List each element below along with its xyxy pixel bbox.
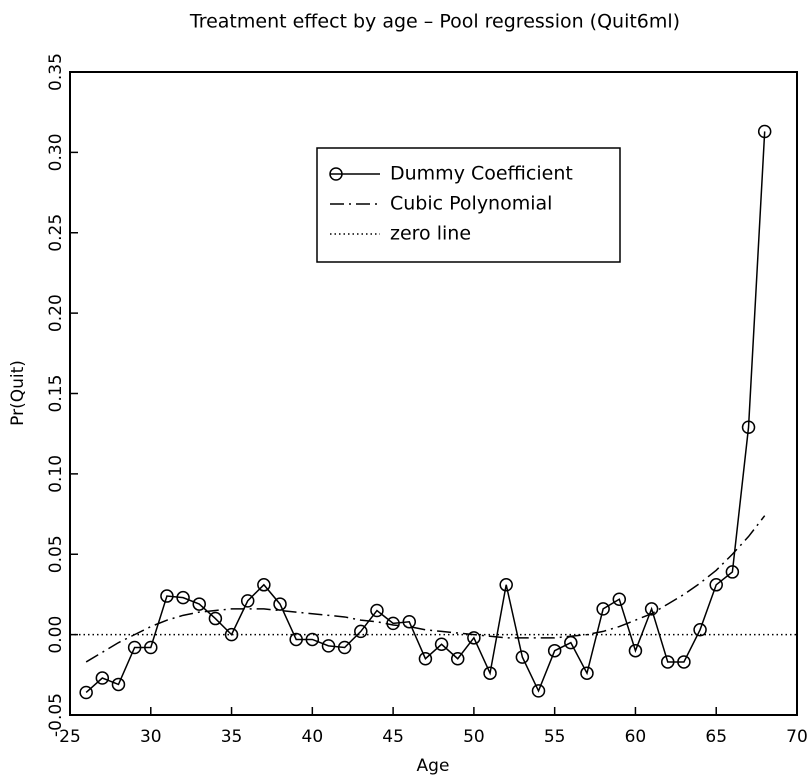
data-point	[515, 650, 530, 664]
data-point	[418, 651, 433, 666]
data-point	[240, 594, 255, 608]
x-tick-label: 65	[705, 727, 727, 747]
data-point	[257, 578, 271, 592]
data-point	[111, 677, 126, 692]
data-point	[354, 624, 368, 639]
data-point	[289, 632, 303, 647]
series-line	[85, 515, 766, 663]
data-point	[757, 124, 772, 139]
y-tick-label: 0.10	[46, 455, 66, 493]
chart-title: Treatment effect by age – Pool regressio…	[189, 11, 680, 33]
series-line	[85, 131, 766, 694]
data-point	[483, 666, 497, 680]
x-axis-label: Age	[417, 756, 450, 776]
y-tick-label: 0.35	[46, 53, 66, 91]
data-point	[273, 597, 287, 611]
x-tick-label: 55	[544, 727, 566, 747]
y-tick-label: -0.05	[46, 693, 66, 737]
data-point	[467, 631, 481, 645]
legend-marker	[329, 167, 343, 181]
data-point	[596, 602, 610, 616]
legend-label: Cubic Polynomial	[390, 193, 552, 215]
x-tick-label: 45	[382, 727, 404, 747]
data-point	[127, 640, 142, 655]
x-tick-label: 70	[786, 727, 808, 747]
y-tick-label: 0.30	[46, 133, 66, 171]
data-point	[612, 592, 627, 607]
x-tick-label: 50	[463, 727, 485, 747]
data-point	[370, 603, 384, 618]
data-point	[499, 578, 513, 592]
x-tick-label: 35	[221, 727, 243, 747]
data-point	[725, 565, 740, 579]
x-tick-label: 30	[140, 727, 162, 747]
legend-box	[316, 147, 621, 263]
data-point	[402, 615, 417, 629]
data-point	[531, 684, 546, 698]
data-point	[144, 640, 158, 655]
data-point	[580, 666, 594, 680]
data-point	[741, 420, 756, 435]
data-point	[305, 632, 320, 647]
x-tick-label: 25	[59, 727, 81, 747]
y-tick-label: 0.20	[46, 294, 66, 332]
data-point	[547, 643, 562, 658]
data-point	[160, 589, 174, 603]
x-tick-label: 60	[625, 727, 647, 747]
data-point	[176, 590, 190, 605]
data-point	[79, 685, 93, 700]
data-point	[208, 611, 223, 626]
data-point	[337, 640, 352, 655]
data-point	[709, 578, 723, 592]
y-tick-label: 0.05	[46, 535, 66, 573]
data-point	[192, 597, 206, 611]
legend-label: zero line	[390, 223, 471, 245]
y-tick-label: 0.25	[46, 214, 66, 252]
x-tick-label: 40	[302, 727, 324, 747]
y-tick-label: 0.00	[46, 616, 66, 654]
y-axis-label: Pr(Quit)	[8, 360, 28, 426]
data-point	[450, 651, 465, 666]
data-point	[693, 623, 707, 637]
y-tick-label: 0.15	[46, 375, 66, 413]
legend-label: Dummy Coefficient	[390, 163, 573, 185]
data-point	[644, 602, 659, 616]
data-point	[95, 671, 110, 685]
data-point	[321, 639, 336, 653]
data-point	[434, 637, 449, 652]
data-point	[677, 655, 691, 669]
data-point	[628, 643, 643, 658]
data-point	[661, 655, 675, 669]
